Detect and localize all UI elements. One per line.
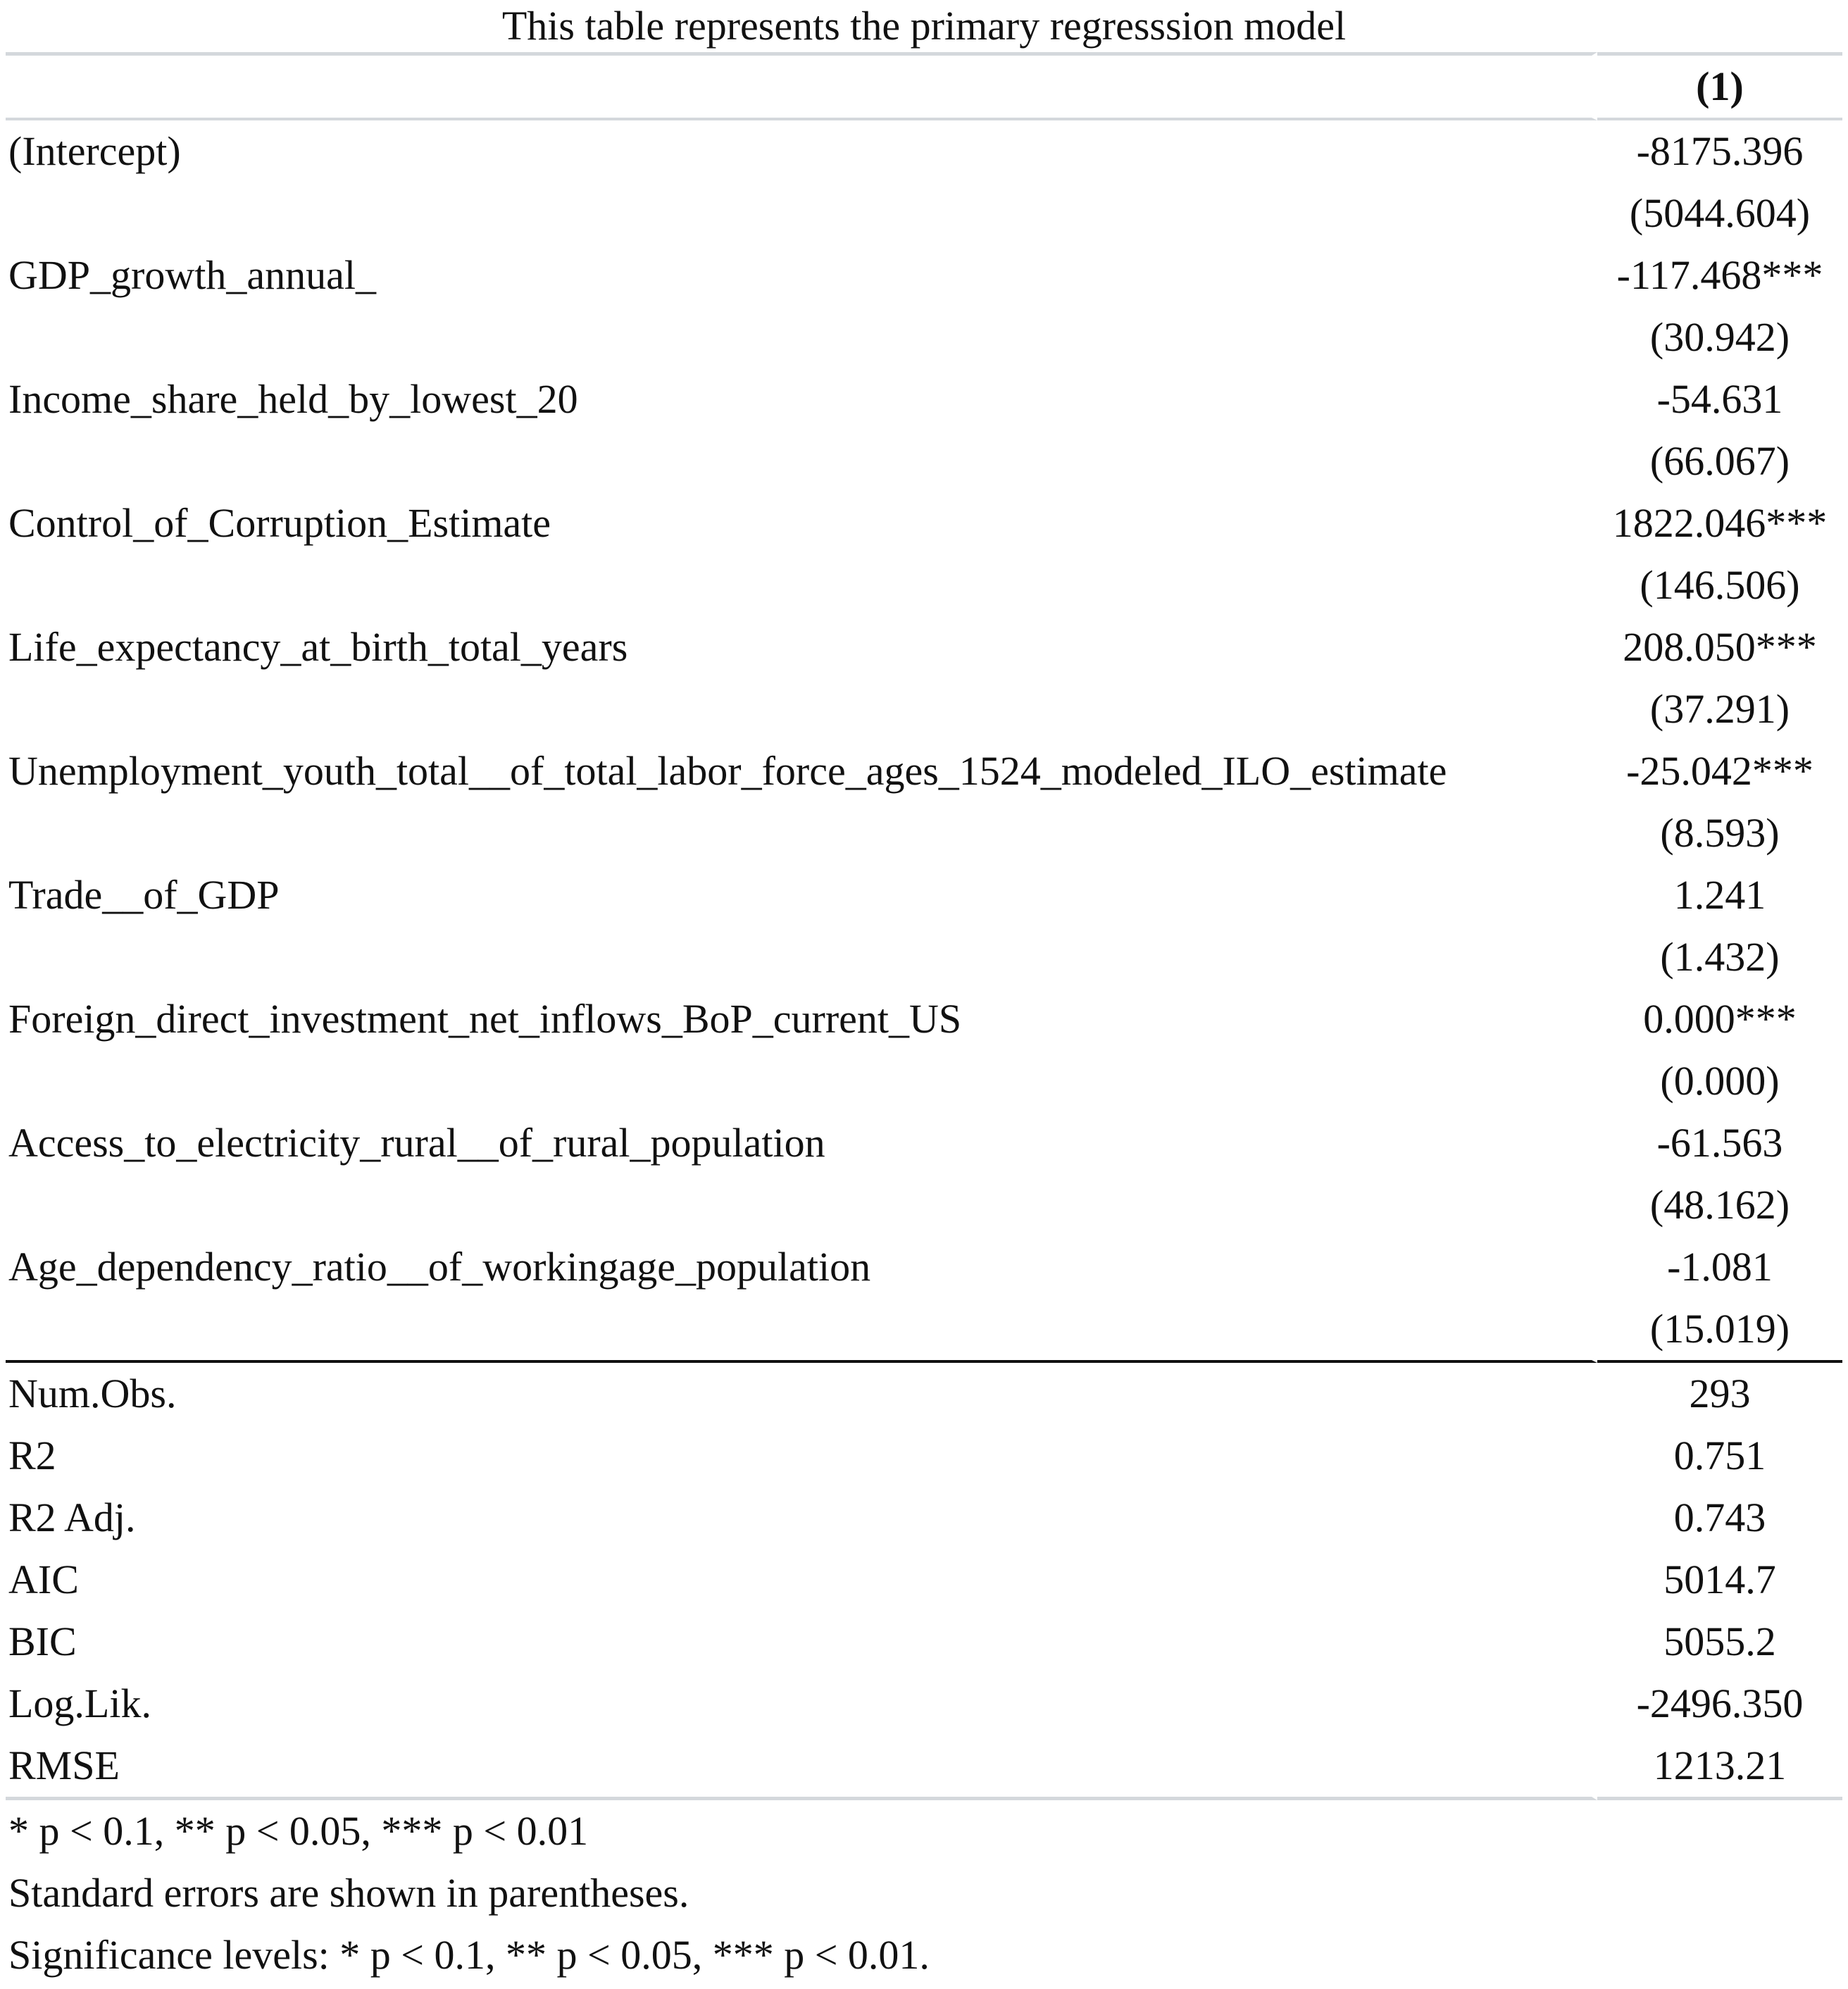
- se-label: [6, 802, 1597, 864]
- coef-row: Unemployment_youth_total__of_total_labor…: [6, 740, 1842, 802]
- note-significance: * p < 0.1, ** p < 0.05, *** p < 0.01: [8, 1808, 589, 1854]
- stat-label: R2 Adj.: [6, 1487, 1597, 1549]
- stat-label: BIC: [6, 1611, 1597, 1673]
- coef-se: (30.942): [1649, 314, 1790, 360]
- se-label: [6, 926, 1597, 988]
- stat-value: 293: [1689, 1371, 1751, 1416]
- coef-row: Age_dependency_ratio__of_workingage_popu…: [6, 1236, 1842, 1298]
- coef-se: (37.291): [1649, 686, 1790, 732]
- note-standard-errors: Standard errors are shown in parentheses…: [8, 1870, 689, 1916]
- se-label: [6, 554, 1597, 616]
- coef-term: Control_of_Corruption_Estimate: [6, 492, 1597, 554]
- coef-row: Control_of_Corruption_Estimate 1822.046**…: [6, 492, 1842, 554]
- coef-estimate: -8175.396: [1636, 128, 1804, 174]
- se-row: (5044.604): [6, 182, 1842, 244]
- stat-label: Log.Lik.: [6, 1673, 1597, 1735]
- coef-term: (Intercept): [6, 120, 1597, 182]
- stat-label: Num.Obs.: [6, 1363, 1597, 1425]
- coef-estimate: 1822.046***: [1612, 500, 1828, 546]
- coef-se: (1.432): [1660, 934, 1780, 980]
- se-row: (37.291): [6, 678, 1842, 740]
- coef-term: Foreign_direct_investment_net_inflows_Bo…: [6, 988, 1597, 1050]
- stat-row: AIC 5014.7: [6, 1549, 1842, 1611]
- se-label: [6, 678, 1597, 740]
- header-model: (1): [1597, 52, 1842, 120]
- se-row: (146.506): [6, 554, 1842, 616]
- coef-row: GDP_growth_annual_ -117.468***: [6, 244, 1842, 306]
- stat-row: Log.Lik. -2496.350: [6, 1673, 1842, 1735]
- coef-term: Income_share_held_by_lowest_20: [6, 368, 1597, 430]
- coef-estimate: 208.050***: [1623, 624, 1817, 670]
- table-caption: This table represents the primary regres…: [501, 3, 1347, 49]
- coef-se: (15.019): [1597, 1298, 1842, 1363]
- coef-term: Access_to_electricity_rural__of_rural_po…: [6, 1112, 1597, 1174]
- coef-se: (0.000): [1660, 1058, 1780, 1104]
- stat-label: AIC: [6, 1549, 1597, 1611]
- stat-value: 5014.7: [1663, 1557, 1776, 1602]
- stat-row: Num.Obs. 293: [6, 1363, 1842, 1425]
- se-label: [6, 1050, 1597, 1112]
- stat-value: 1213.21: [1597, 1735, 1842, 1800]
- se-label: [6, 1174, 1597, 1236]
- se-label: [6, 430, 1597, 492]
- stat-label: R2: [6, 1425, 1597, 1487]
- se-row: (0.000): [6, 1050, 1842, 1112]
- stat-value: -2496.350: [1636, 1681, 1804, 1726]
- coef-term: Trade__of_GDP: [6, 864, 1597, 926]
- se-label: [6, 182, 1597, 244]
- se-label: [6, 1298, 1597, 1363]
- header-row: (1): [6, 52, 1842, 120]
- note-significance-levels: Significance levels: * p < 0.1, ** p < 0…: [8, 1932, 930, 1978]
- coef-row: Income_share_held_by_lowest_20 -54.631: [6, 368, 1842, 430]
- header-label: [6, 52, 1597, 120]
- regression-table: (1) (Intercept) -8175.396 (5044.604) GDP_…: [6, 52, 1842, 1800]
- coef-se: (146.506): [1640, 562, 1800, 608]
- coef-term: GDP_growth_annual_: [6, 244, 1597, 306]
- coef-se: (66.067): [1649, 438, 1790, 484]
- coef-row: Foreign_direct_investment_net_inflows_Bo…: [6, 988, 1842, 1050]
- se-row: (8.593): [6, 802, 1842, 864]
- coef-row: Life_expectancy_at_birth_total_years 208.…: [6, 616, 1842, 678]
- se-row: (30.942): [6, 306, 1842, 368]
- se-row: (66.067): [6, 430, 1842, 492]
- coef-term: Unemployment_youth_total__of_total_labor…: [6, 740, 1597, 802]
- se-row: (1.432): [6, 926, 1842, 988]
- coef-estimate: -117.468***: [1616, 252, 1823, 298]
- coef-term: Life_expectancy_at_birth_total_years: [6, 616, 1597, 678]
- stat-row: R2 0.751: [6, 1425, 1842, 1487]
- coef-se: (5044.604): [1629, 190, 1811, 236]
- coefficient-body: (Intercept) -8175.396 (5044.604) GDP_grow…: [6, 120, 1842, 1363]
- coef-row: Trade__of_GDP 1.241: [6, 864, 1842, 926]
- stats-body: Num.Obs. 293 R2 0.751 R2 Adj. 0.743 AIC 5014…: [6, 1363, 1842, 1800]
- coef-row: Access_to_electricity_rural__of_rural_po…: [6, 1112, 1842, 1174]
- stat-value: 0.751: [1673, 1433, 1766, 1478]
- stat-row: BIC 5055.2: [6, 1611, 1842, 1673]
- coef-estimate: -25.042***: [1626, 748, 1813, 794]
- stat-value: 0.743: [1673, 1495, 1766, 1540]
- coef-se: (48.162): [1649, 1182, 1790, 1228]
- coef-term: Age_dependency_ratio__of_workingage_popu…: [6, 1236, 1597, 1298]
- se-row: (48.162): [6, 1174, 1842, 1236]
- stat-label: RMSE: [6, 1735, 1597, 1800]
- stat-value: 5055.2: [1663, 1619, 1776, 1664]
- se-row: (15.019): [6, 1298, 1842, 1363]
- coef-se: (8.593): [1660, 810, 1780, 856]
- coef-estimate: 0.000***: [1643, 996, 1797, 1042]
- coef-estimate: -1.081: [1667, 1244, 1773, 1290]
- stat-row: R2 Adj. 0.743: [6, 1487, 1842, 1549]
- coef-estimate: 1.241: [1673, 872, 1766, 918]
- table-notes: * p < 0.1, ** p < 0.05, *** p < 0.01 Sta…: [6, 1800, 1842, 1986]
- coef-estimate: -54.631: [1656, 376, 1783, 422]
- coef-estimate: -61.563: [1656, 1120, 1783, 1166]
- stat-row: RMSE 1213.21: [6, 1735, 1842, 1800]
- coef-row: (Intercept) -8175.396: [6, 120, 1842, 182]
- se-label: [6, 306, 1597, 368]
